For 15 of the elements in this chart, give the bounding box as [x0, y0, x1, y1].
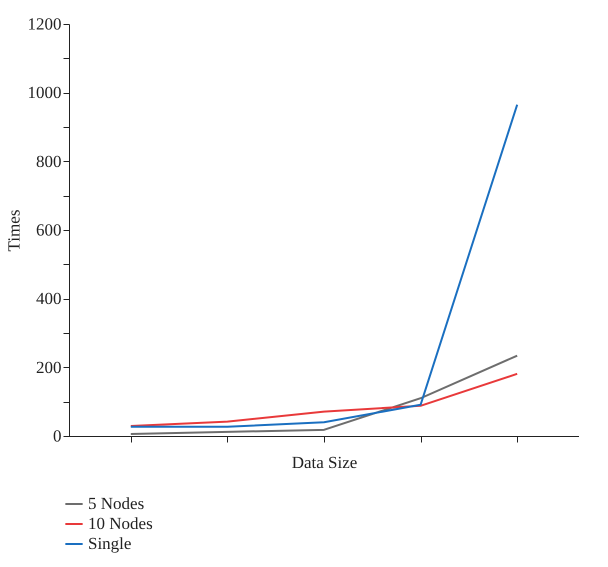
- line-series: [130, 104, 518, 428]
- y-axis-title: Times: [4, 210, 24, 252]
- y-tick-label: 1200: [28, 14, 62, 34]
- line-series: [130, 372, 518, 428]
- y-tick-label: 1000: [28, 83, 62, 102]
- legend-label: 5 Nodes: [88, 494, 144, 513]
- y-tick-label: 600: [36, 220, 62, 240]
- y-tick-label: 200: [36, 358, 62, 377]
- y-tick-label: 0: [53, 426, 62, 446]
- x-axis-title: Data Size: [292, 453, 358, 472]
- line-series: [130, 354, 518, 435]
- legend-label: 10 Nodes: [88, 514, 153, 533]
- y-tick-label: 800: [36, 152, 62, 171]
- legend-label: Single: [88, 534, 132, 553]
- y-tick-label: 400: [36, 289, 62, 308]
